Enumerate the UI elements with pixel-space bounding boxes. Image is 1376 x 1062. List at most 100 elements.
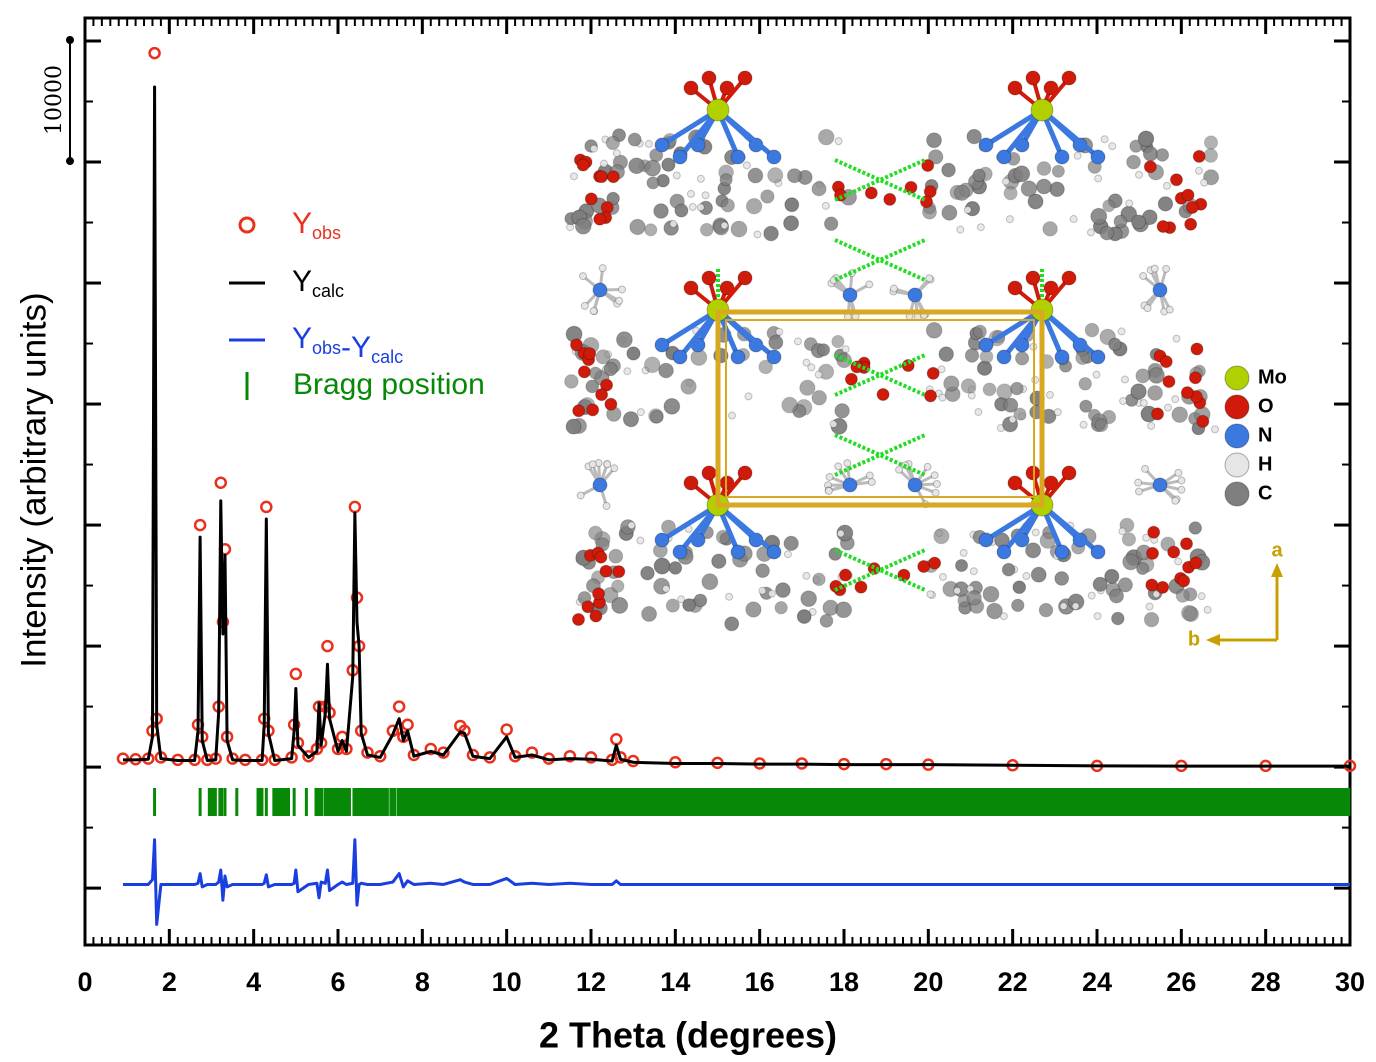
atom	[883, 192, 897, 206]
atom	[1143, 160, 1157, 174]
atom	[766, 544, 782, 560]
series-line	[122, 85, 1350, 768]
atom	[583, 347, 597, 361]
obs-point	[466, 748, 480, 762]
atom	[1011, 598, 1025, 613]
atom	[628, 157, 645, 175]
atom-legend-label: C	[1258, 482, 1272, 504]
atom	[834, 403, 850, 419]
atom	[938, 346, 954, 362]
atom	[661, 584, 670, 593]
atom	[836, 529, 845, 538]
obs-point	[361, 746, 374, 759]
atom	[921, 158, 935, 172]
atom	[1190, 342, 1204, 356]
atom	[701, 191, 710, 200]
bond	[984, 307, 1044, 348]
atom	[1136, 561, 1150, 576]
atom	[1059, 602, 1068, 611]
atom	[610, 464, 619, 473]
y-axis-title: Intensity (arbitrary units)	[14, 292, 53, 667]
atom	[819, 614, 834, 628]
obs-point	[260, 500, 273, 514]
atom	[595, 388, 609, 402]
atom	[802, 358, 811, 367]
atom-legend-swatch	[1224, 423, 1250, 449]
legend-swatch	[238, 216, 256, 234]
atom	[1145, 602, 1154, 611]
scale-bar-label: 10000	[42, 65, 67, 135]
atom	[686, 189, 695, 198]
atom	[974, 407, 983, 416]
atom	[1049, 181, 1065, 198]
atom	[1071, 602, 1080, 611]
atom	[1145, 578, 1159, 592]
atom	[937, 365, 946, 374]
atom	[719, 173, 733, 187]
obs-point	[401, 718, 414, 731]
atom	[1131, 214, 1147, 230]
atom	[602, 502, 611, 511]
atom	[1092, 576, 1108, 592]
atom	[1197, 592, 1206, 601]
axis-label: a	[1271, 539, 1283, 561]
atom	[589, 609, 603, 623]
atom	[1108, 588, 1124, 604]
atom	[1171, 406, 1188, 423]
atom	[923, 462, 932, 471]
atom	[889, 284, 898, 293]
atom	[1010, 381, 1024, 396]
bond	[834, 353, 926, 397]
atom	[1142, 533, 1151, 542]
atom	[842, 477, 858, 493]
atom	[864, 186, 878, 200]
atom	[674, 203, 689, 218]
atom	[1139, 271, 1148, 280]
atom	[1118, 527, 1127, 536]
atom	[783, 550, 792, 559]
atom	[930, 471, 939, 480]
atom	[1200, 178, 1209, 187]
x-tick-label: 10	[492, 967, 522, 997]
atom	[588, 366, 602, 380]
atom	[1036, 161, 1052, 176]
atom	[1100, 135, 1109, 144]
atom	[924, 389, 938, 403]
atom	[742, 161, 751, 170]
atom	[1134, 478, 1143, 487]
atom	[926, 590, 935, 599]
atom	[1008, 415, 1017, 424]
atom	[626, 346, 641, 361]
atom	[1177, 574, 1191, 588]
atom	[816, 343, 831, 357]
atom	[654, 337, 670, 353]
atom	[745, 601, 762, 618]
atom	[953, 586, 962, 595]
atom	[612, 149, 621, 158]
x-tick-label: 4	[246, 967, 261, 997]
atom	[829, 420, 838, 429]
atom	[641, 606, 658, 622]
atom	[1174, 557, 1183, 566]
atom-legend-swatch	[1224, 452, 1250, 478]
atom	[1122, 553, 1140, 571]
atom	[1167, 545, 1181, 559]
atom	[1162, 181, 1171, 190]
atom	[1007, 475, 1023, 491]
atom	[767, 589, 776, 598]
atom	[1013, 407, 1027, 421]
atom	[576, 491, 585, 500]
atom	[1152, 477, 1168, 493]
atom	[938, 393, 947, 402]
atom	[964, 348, 980, 363]
atom	[730, 220, 748, 238]
atom	[766, 349, 782, 365]
atom	[598, 264, 607, 273]
atom	[615, 296, 624, 305]
atom	[928, 556, 942, 570]
atom	[1093, 612, 1102, 621]
atom	[1181, 188, 1195, 202]
atom	[654, 532, 670, 548]
bond	[834, 158, 926, 202]
atom	[1090, 207, 1108, 225]
